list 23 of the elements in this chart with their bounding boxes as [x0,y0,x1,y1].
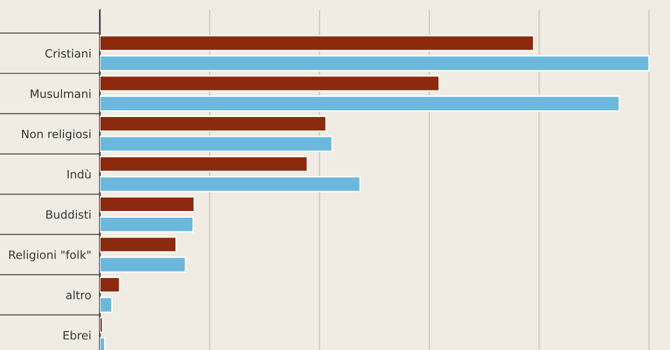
y-tick-label: Indù [68,169,90,179]
y-tick-label: Musulmani [30,89,90,98]
bar [100,316,104,334]
bar [100,256,186,273]
bar [100,176,361,192]
bar [100,276,120,293]
y-tick-label: Religioni "folk" [9,250,90,262]
bar [100,136,333,152]
bar [100,296,113,314]
y-tick-label: Non religiosi [22,129,90,140]
y-tick-label: Buddisti [46,210,90,219]
bar [100,35,534,52]
y-tick-label: Cristiani [45,48,90,58]
y-tick-label: altro [66,290,91,300]
bar [100,95,620,112]
bar [100,75,440,92]
bar [100,156,308,172]
bar [100,196,195,212]
bar [100,116,327,132]
bar [100,216,194,233]
bar [100,55,650,72]
y-tick-label: Ebrei [64,330,90,340]
bar [100,236,177,253]
